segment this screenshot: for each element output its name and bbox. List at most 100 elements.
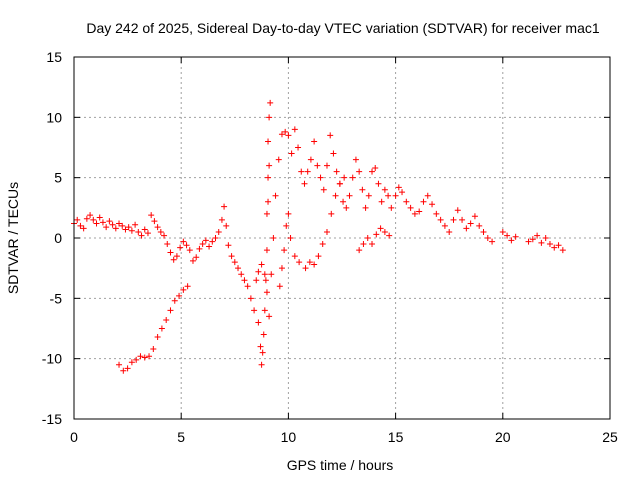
data-point <box>319 241 326 248</box>
data-point <box>223 222 230 229</box>
data-point <box>340 198 347 205</box>
data-point <box>512 233 519 240</box>
data-point <box>128 227 135 234</box>
data-point <box>341 174 348 181</box>
data-point <box>266 313 273 320</box>
data-point <box>372 165 379 172</box>
data-point <box>529 236 536 243</box>
data-point <box>311 261 318 268</box>
data-point <box>157 228 164 235</box>
data-point <box>189 257 196 264</box>
y-tick-label: 10 <box>46 109 62 125</box>
data-point <box>83 215 90 222</box>
data-point <box>450 216 457 223</box>
x-tick-label: 5 <box>177 429 185 445</box>
data-point <box>364 235 371 241</box>
data-point <box>171 297 178 304</box>
data-point <box>196 245 203 252</box>
data-point <box>150 346 157 353</box>
data-point <box>133 356 140 363</box>
data-point <box>480 228 487 235</box>
y-tick-label: -15 <box>42 411 62 427</box>
data-point <box>137 353 144 360</box>
data-point <box>80 225 87 232</box>
data-point <box>218 216 225 223</box>
data-point <box>287 235 294 241</box>
data-point <box>489 238 496 245</box>
data-point <box>253 277 260 284</box>
grid <box>74 57 610 419</box>
data-point <box>241 277 248 284</box>
data-point <box>238 271 245 278</box>
data-point <box>132 221 139 228</box>
data-point <box>151 218 158 225</box>
data-point <box>99 219 106 226</box>
data-point <box>202 237 209 244</box>
data-point <box>244 283 251 290</box>
data-point <box>437 216 444 223</box>
data-point <box>429 201 436 208</box>
data-point <box>164 241 171 248</box>
data-point <box>148 212 155 219</box>
data-point <box>320 186 327 193</box>
data-point <box>122 226 129 233</box>
data-point <box>247 295 254 302</box>
data-point <box>395 184 402 191</box>
data-point <box>212 235 219 241</box>
data-point <box>116 220 123 227</box>
data-point <box>323 228 330 235</box>
data-point <box>261 307 268 314</box>
data-point <box>263 247 270 254</box>
data-point <box>360 241 367 248</box>
data-point <box>281 247 288 254</box>
data-point <box>141 226 148 233</box>
data-point <box>332 192 339 199</box>
chart-title: Day 242 of 2025, Sidereal Day-to-day VTE… <box>86 20 599 36</box>
data-point <box>278 131 285 138</box>
data-point <box>260 331 267 338</box>
data-point <box>116 361 123 368</box>
data-point <box>186 247 193 254</box>
data-point <box>346 192 353 199</box>
data-point <box>399 189 406 196</box>
data-point <box>542 235 549 241</box>
data-point <box>476 222 483 229</box>
data-point <box>96 214 103 221</box>
y-tick-label: -5 <box>50 290 63 306</box>
data-point <box>176 292 183 299</box>
data-point <box>93 220 100 227</box>
data-point <box>283 222 290 229</box>
data-point <box>228 253 235 260</box>
data-point <box>263 210 270 217</box>
data-point <box>193 254 200 261</box>
data-point <box>534 232 541 239</box>
data-point <box>275 156 282 163</box>
data-point <box>90 216 97 223</box>
data-point <box>333 168 340 175</box>
data-point <box>106 218 113 225</box>
x-tick-label: 25 <box>602 429 618 445</box>
data-points <box>71 99 566 374</box>
data-point <box>373 231 380 238</box>
data-point <box>154 224 161 231</box>
data-point <box>508 237 515 244</box>
data-point <box>356 247 363 254</box>
x-tick-label: 20 <box>495 429 511 445</box>
data-point <box>167 249 174 256</box>
data-point <box>403 198 410 205</box>
data-point <box>288 150 295 157</box>
data-point <box>388 204 395 211</box>
data-point <box>420 198 427 205</box>
y-tick-label: 5 <box>54 170 62 186</box>
data-point <box>327 132 334 139</box>
data-point <box>144 230 151 237</box>
data-point <box>119 222 126 229</box>
data-point <box>161 232 168 239</box>
data-point <box>215 228 222 235</box>
data-point <box>120 367 127 374</box>
y-axis-label: SDTVAR / TECUs <box>5 182 21 294</box>
data-point <box>103 224 110 231</box>
data-point <box>416 208 423 215</box>
data-point <box>446 228 453 235</box>
data-point <box>352 156 359 163</box>
